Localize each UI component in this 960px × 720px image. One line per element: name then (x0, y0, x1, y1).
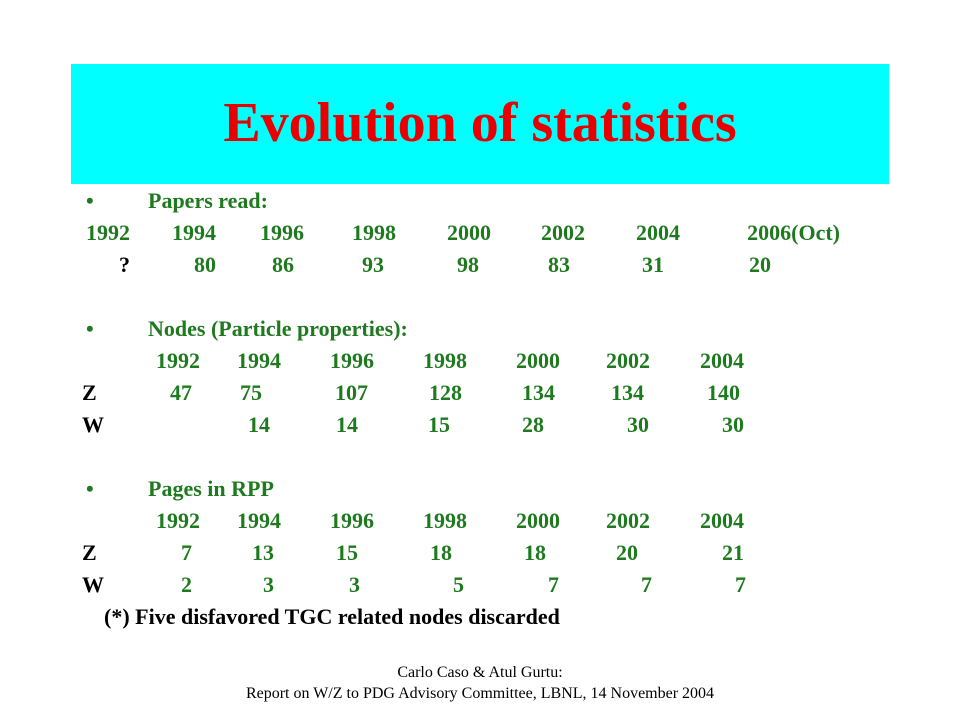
footer-authors: Carlo Caso & Atul Gurtu: (397, 664, 563, 681)
pages-value: 7 (641, 572, 652, 597)
pages-value: 18 (430, 540, 452, 565)
nodes-value: 28 (522, 412, 544, 437)
pages-value: 7 (548, 572, 559, 597)
bullet-pages: • (86, 476, 94, 501)
papers-value: 83 (548, 252, 570, 277)
nodes-value: 75 (240, 380, 262, 405)
papers-value: 93 (362, 252, 384, 277)
pages-value: 5 (453, 572, 464, 597)
pages-value: 15 (336, 540, 358, 565)
papers-year: 2002 (541, 220, 585, 245)
papers-year: 1998 (352, 220, 396, 245)
footnote: (*) Five disfavored TGC related nodes di… (104, 604, 560, 629)
papers-value: 86 (272, 252, 294, 277)
nodes-value: 30 (722, 412, 744, 437)
pages-value: 3 (349, 572, 360, 597)
nodes-value: 15 (428, 412, 450, 437)
nodes-year: 2002 (606, 348, 650, 373)
papers-value: 31 (642, 252, 664, 277)
nodes-year: 1994 (237, 348, 281, 373)
pages-row-name-w: W (82, 572, 104, 597)
nodes-row-name-w: W (82, 412, 104, 437)
pages-year: 1996 (330, 508, 374, 533)
nodes-row-name-z: Z (82, 380, 97, 405)
papers-label: Papers read: (148, 188, 268, 213)
pages-value: 18 (524, 540, 546, 565)
nodes-value: 30 (627, 412, 649, 437)
pages-value: 3 (263, 572, 274, 597)
papers-year: 2006(Oct) (747, 220, 840, 245)
nodes-value: 107 (335, 380, 368, 405)
nodes-value: 134 (522, 380, 555, 405)
nodes-value: 14 (336, 412, 358, 437)
pages-value: 20 (616, 540, 638, 565)
papers-year: 1992 (86, 220, 130, 245)
nodes-year: 2004 (700, 348, 744, 373)
pages-value: 13 (252, 540, 274, 565)
pages-year: 2004 (700, 508, 744, 533)
bullet-papers: • (86, 188, 94, 213)
nodes-value: 14 (248, 412, 270, 437)
papers-value: 98 (457, 252, 479, 277)
pages-year: 1998 (423, 508, 467, 533)
nodes-value: 128 (429, 380, 462, 405)
nodes-year: 1996 (330, 348, 374, 373)
papers-year: 2004 (636, 220, 680, 245)
nodes-year: 1998 (423, 348, 467, 373)
nodes-value: 140 (707, 380, 740, 405)
nodes-label: Nodes (Particle properties): (148, 316, 408, 341)
bullet-nodes: • (86, 316, 94, 341)
pages-value: 7 (181, 540, 192, 565)
papers-year: 1996 (260, 220, 304, 245)
pages-year: 1992 (156, 508, 200, 533)
footer-event: Report on W/Z to PDG Advisory Committee,… (245, 685, 715, 702)
pages-year: 2000 (516, 508, 560, 533)
page-title: Evolution of statistics (223, 92, 737, 154)
pages-label: Pages in RPP (148, 476, 274, 501)
nodes-year: 1992 (156, 348, 200, 373)
papers-year: 1994 (172, 220, 216, 245)
nodes-value: 47 (170, 380, 192, 405)
nodes-value: 134 (611, 380, 644, 405)
pages-value: 21 (722, 540, 744, 565)
title-banner: Evolution of statistics (71, 64, 889, 184)
pages-year: 1994 (237, 508, 281, 533)
pages-value: 2 (181, 572, 192, 597)
papers-value: 20 (749, 252, 771, 277)
pages-value: 7 (735, 572, 746, 597)
papers-value: 80 (194, 252, 216, 277)
nodes-year: 2000 (516, 348, 560, 373)
pages-year: 2002 (606, 508, 650, 533)
papers-year: 2000 (447, 220, 491, 245)
pages-row-name-z: Z (82, 540, 97, 565)
papers-value: ? (119, 252, 130, 277)
